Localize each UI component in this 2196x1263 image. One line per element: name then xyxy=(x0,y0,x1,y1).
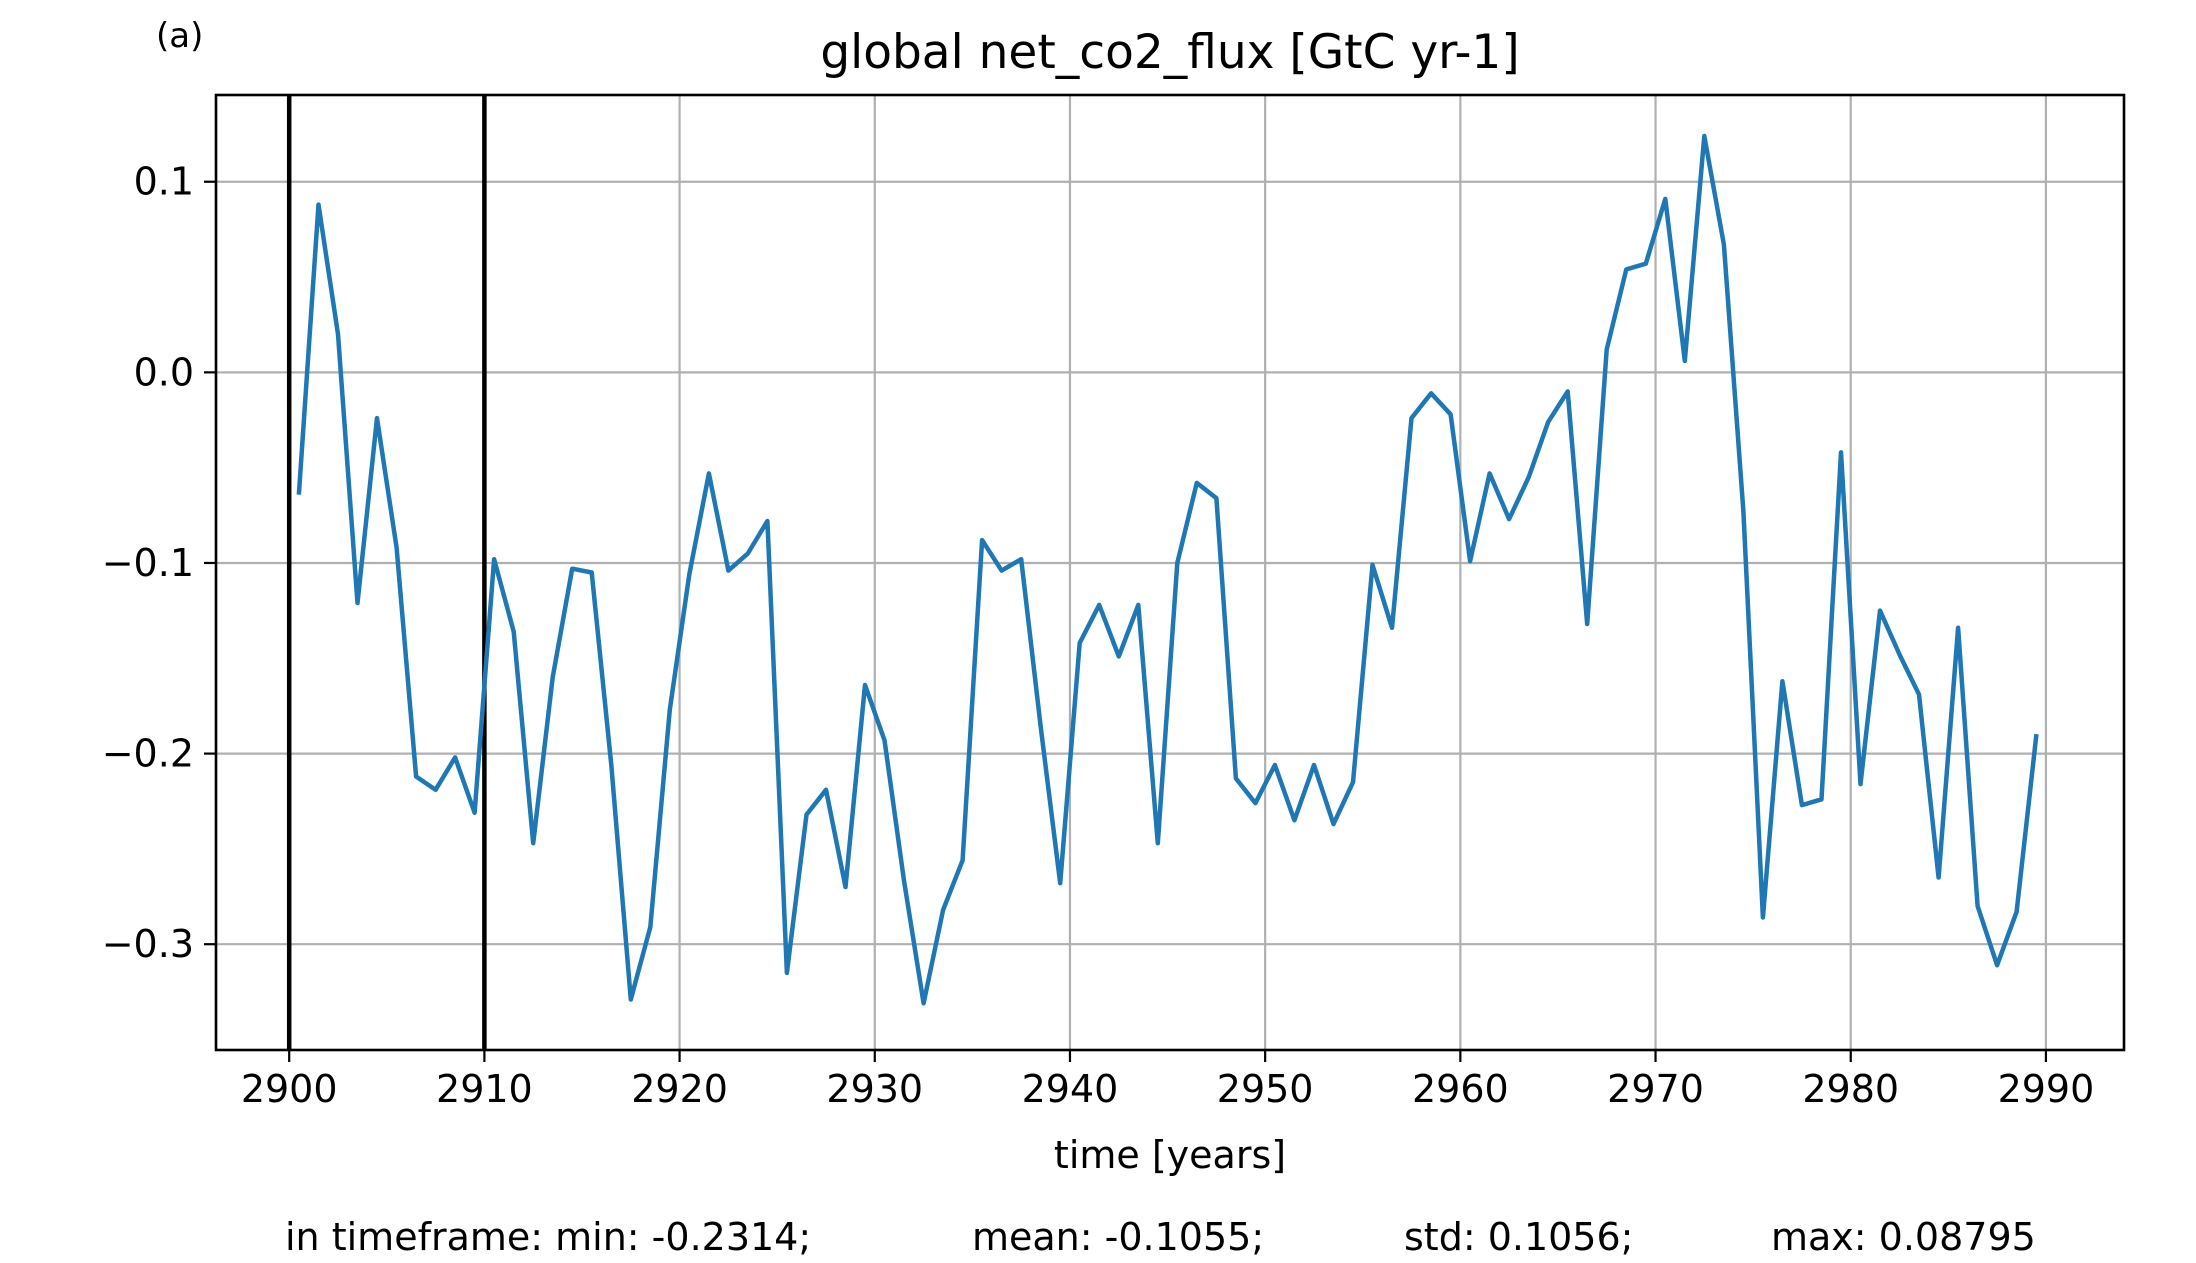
series xyxy=(296,133,2039,1006)
ticks: 2900 2910 2920 2930 2940 2950 2960 2970 2980 2990… xyxy=(102,160,2095,1111)
grid xyxy=(216,95,2124,1050)
x-tick-label: 2900 xyxy=(241,1067,338,1111)
stat-max: max: 0.08795 xyxy=(1771,1215,2036,1259)
y-tick-label: −0.2 xyxy=(102,732,194,776)
stat-std: std: 0.1056; xyxy=(1404,1215,1633,1259)
stat-mean: mean: -0.1055; xyxy=(972,1215,1264,1259)
chart-title: global net_co2_flux [GtC yr-1] xyxy=(820,25,1519,80)
x-axis-label: time [years] xyxy=(1054,1133,1286,1177)
y-tick-label: −0.3 xyxy=(102,922,194,966)
x-tick-label: 2920 xyxy=(631,1067,728,1111)
x-tick-label: 2930 xyxy=(826,1067,923,1111)
y-tick-label: 0.0 xyxy=(134,350,194,394)
y-tick-label: 0.1 xyxy=(134,160,194,204)
y-tick-label: −0.1 xyxy=(102,541,194,585)
reference-lines xyxy=(286,95,487,1050)
x-tick-label: 2990 xyxy=(1998,1067,2095,1111)
x-tick-label: 2950 xyxy=(1217,1067,1314,1111)
stat-min: in timeframe: min: -0.2314; xyxy=(285,1215,811,1259)
x-tick-label: 2980 xyxy=(1802,1067,1899,1111)
x-tick-label: 2910 xyxy=(436,1067,533,1111)
x-tick-label: 2940 xyxy=(1022,1067,1119,1111)
plot-frame xyxy=(214,93,2126,1052)
panel-label: (a) xyxy=(156,16,203,56)
x-tick-label: 2960 xyxy=(1412,1067,1509,1111)
series-line xyxy=(296,133,2039,1006)
x-tick-label: 2970 xyxy=(1607,1067,1704,1111)
